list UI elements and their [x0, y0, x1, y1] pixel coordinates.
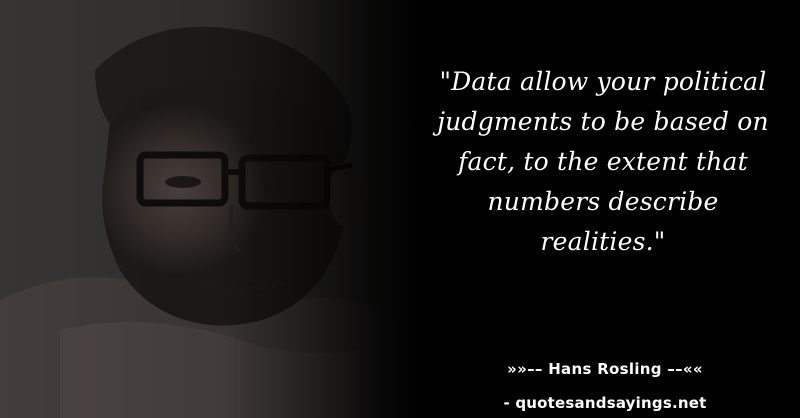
quote-text: "Data allow your political judgments to …	[418, 62, 788, 262]
quote-line: "Data allow your political	[439, 67, 767, 96]
quote-author: »»–– Hans Rosling ––««	[420, 360, 790, 378]
quote-line: fact, to the extent that	[458, 147, 748, 176]
quote-line: numbers describe	[487, 187, 719, 216]
author-name: Hans Rosling	[548, 360, 662, 378]
author-suffix: ––««	[661, 360, 703, 378]
quote-line: judgments to be based on	[437, 107, 769, 136]
quote-line: realities."	[540, 227, 666, 256]
source-attribution: - quotesandsayings.net	[503, 394, 707, 412]
author-prefix: »»––	[507, 360, 549, 378]
